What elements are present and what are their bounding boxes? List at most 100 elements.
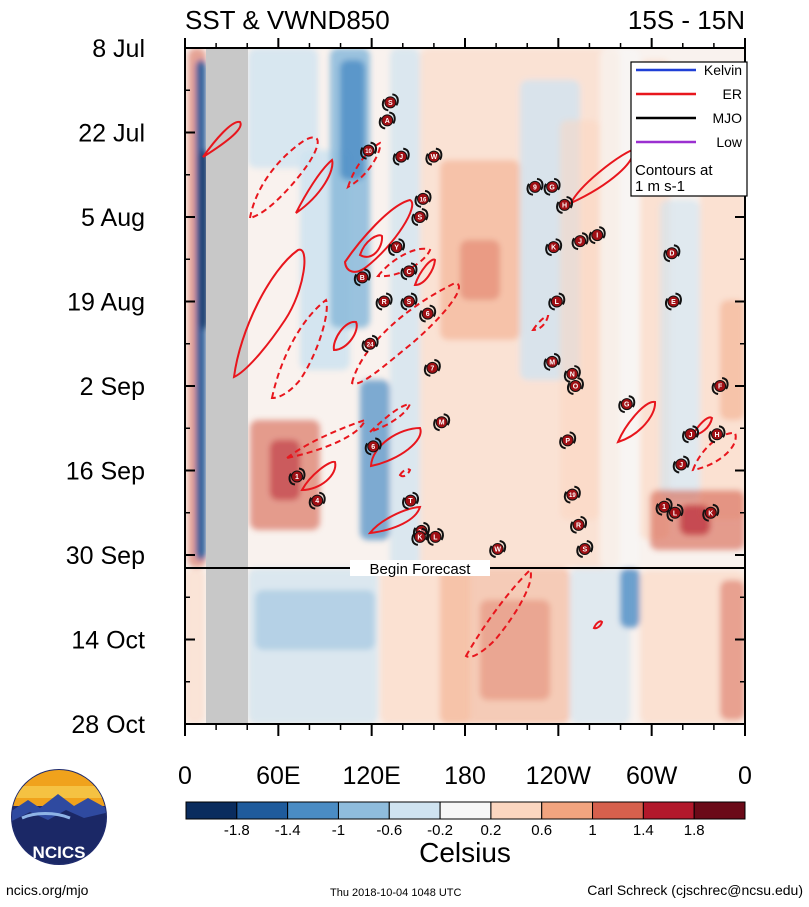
storm-label: W [431,154,438,161]
field-patch [720,300,745,420]
storm-marker: 19 [563,485,581,504]
storm-label: W [494,546,501,553]
storm-dot [378,295,391,308]
colorbar-tick-label: -1.4 [275,822,301,839]
storm-arm [437,527,444,541]
storm-arm [402,497,409,510]
storm-arm [664,297,672,311]
storm-label: M [549,359,555,366]
storm-dot [558,198,571,211]
storm-arm [364,268,371,281]
storm-arm [434,358,441,372]
legend-label: Kelvin [704,62,742,78]
er-contour [413,258,437,287]
colorbar-swatch [439,801,492,820]
storm-arm [548,297,556,311]
storm-label: T [408,498,413,505]
colorbar-swatch [185,801,238,820]
storm-marker: 1 [288,467,306,486]
storm-marker: J [672,455,690,474]
storm-arm [571,237,579,251]
storm-marker: 4 [308,491,326,510]
storm-dot [426,361,439,374]
storm-label: E [671,299,676,306]
storm-arm [545,243,552,257]
footer-timestamp: Thu 2018-10-04 1048 UTC [330,887,462,899]
legend-note-line2: 1 m s-1 [635,178,685,195]
field-patch [720,580,745,720]
storm-label: R [382,299,387,306]
storm-arm [443,413,451,426]
storm-arm [675,292,682,306]
y-tick-label: 5 Aug [81,204,145,232]
er-contour [350,281,460,385]
storm-dot [665,247,678,260]
field-patch [340,60,365,180]
storm-arm [374,437,382,450]
storm-arm [682,455,690,469]
colorbar-swatch [592,801,644,820]
y-tick-label: 19 Aug [67,289,145,317]
er-contour [464,568,532,658]
storm-label: J [578,239,582,246]
storm-arm [566,382,574,395]
storm-label: Y [394,245,399,252]
storm-marker: S [576,539,594,558]
field-patch [660,200,700,500]
storm-arm [556,201,563,214]
storm-dot [546,180,559,193]
storm-dot [675,458,688,471]
er-contour [616,401,657,444]
field-patch [480,600,550,700]
land-mask [206,48,248,724]
storm-marker: W [425,147,443,166]
storm-dot [395,150,408,163]
storm-marker: G [543,177,561,196]
storm-arm [426,533,434,546]
storm-arm [419,310,426,323]
storm-dot [547,241,560,254]
storm-dot [591,229,604,242]
storm-arm [385,292,393,306]
storm-marker: 6 [419,304,437,323]
y-tick-label: 28 Oct [71,711,145,739]
er-contour [376,247,432,278]
storm-label: N [570,371,575,378]
field-patch [270,440,300,500]
er-contour [332,320,358,352]
storm-dot [381,114,394,127]
colorbar-swatch [693,801,746,820]
storm-dot [403,265,415,278]
storm-arm [586,539,594,553]
storm-marker: P [559,431,577,450]
storm-arm [433,418,440,432]
storm-marker: 16 [414,189,432,208]
field-patch [248,48,318,168]
legend-label: Low [716,134,743,150]
er-contour [358,234,384,258]
storm-arm [423,364,431,377]
er-contour [691,416,714,437]
storm-label: H [714,432,719,439]
storm-dot [491,542,504,555]
storm-marker: A [378,111,396,130]
storm-dot [714,380,727,392]
storm-arm [721,377,729,390]
x-tick-label: 0 [738,762,752,790]
storm-arm [412,491,420,505]
storm-arm [682,430,689,444]
storm-arm [708,430,716,444]
storm-marker: J [682,425,700,444]
footer-url: ncics.org/mjo [6,882,89,898]
storm-dot [390,241,403,254]
storm-label: K [551,245,556,252]
er-contour [295,158,334,214]
storm-marker: R [375,292,393,311]
colorbar: -1.8 -1.4 -1 -0.6 -0.2 0.2 0.6 1 1.4 1.8 [185,801,746,839]
storm-marker: K [545,238,563,257]
storm-dot [413,530,426,543]
storm-arm [353,273,361,287]
storm-arm [398,238,406,251]
x-tick-label: 120W [526,762,592,790]
